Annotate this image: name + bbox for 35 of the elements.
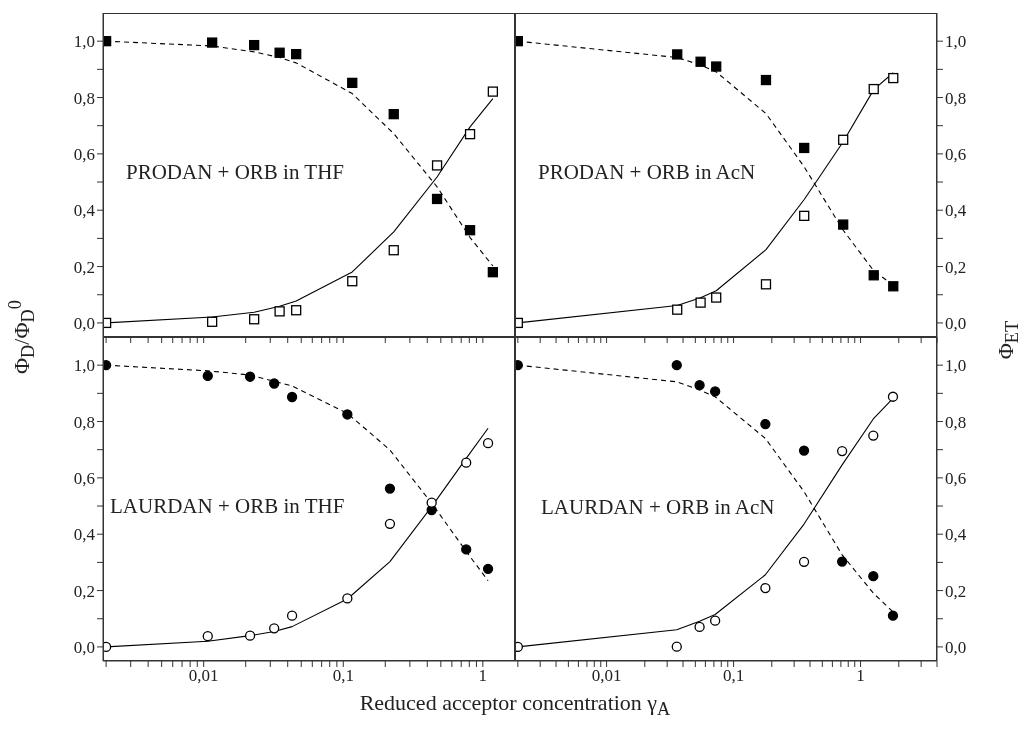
y2-tick-label: 0,2 <box>945 581 967 601</box>
y2-tick-label: 0,2 <box>945 257 967 277</box>
y-tick-label: 0,2 <box>73 257 95 277</box>
x-tick-label: 0,01 <box>188 666 219 686</box>
y2-tick-label: 0,6 <box>945 468 967 488</box>
y2-tick-label: 1,0 <box>945 32 967 52</box>
y2-tick-label: 1,0 <box>945 356 967 376</box>
annotation: LAURDAN + ORB in AcN <box>541 495 775 520</box>
x-tick-label: 0,1 <box>332 666 354 686</box>
y2-tick-label: 0,4 <box>945 525 967 545</box>
y2-tick-label: 0,0 <box>945 637 967 657</box>
y-tick-label: 1,0 <box>73 356 95 376</box>
y2-tick-label: 0,6 <box>945 144 967 164</box>
y-tick-label: 0,8 <box>73 412 95 432</box>
annotation: LAURDAN + ORB in THF <box>110 494 345 519</box>
x-tick-label: 1 <box>478 666 488 686</box>
y-tick-label: 0,6 <box>73 468 95 488</box>
annotation: PRODAN + ORB in THF <box>126 160 344 185</box>
y2-tick-label: 0,4 <box>945 201 967 221</box>
y-tick-label: 0,2 <box>73 581 95 601</box>
x-tick-label: 0,01 <box>591 666 622 686</box>
y-tick-label: 1,0 <box>73 32 95 52</box>
x-tick-label: 0,1 <box>722 666 745 686</box>
y2-tick-label: 0,8 <box>945 88 967 108</box>
y-tick-label: 0,4 <box>73 525 96 545</box>
y2-tick-label: 0,0 <box>945 313 967 333</box>
x-axis-title: Reduced acceptor concentration γ$_{A}$ <box>359 689 671 721</box>
annotation: PRODAN + ORB in AcN <box>538 160 756 185</box>
x-tick-label: 1 <box>856 666 865 686</box>
y-tick-label: 0,8 <box>73 88 95 108</box>
y-tick-label: 0,6 <box>73 144 95 164</box>
y-tick-label: 0,0 <box>73 637 95 657</box>
y-tick-label: 0,4 <box>73 201 96 221</box>
y2-tick-label: 0,8 <box>945 412 967 432</box>
y-tick-label: 0,0 <box>73 313 95 333</box>
